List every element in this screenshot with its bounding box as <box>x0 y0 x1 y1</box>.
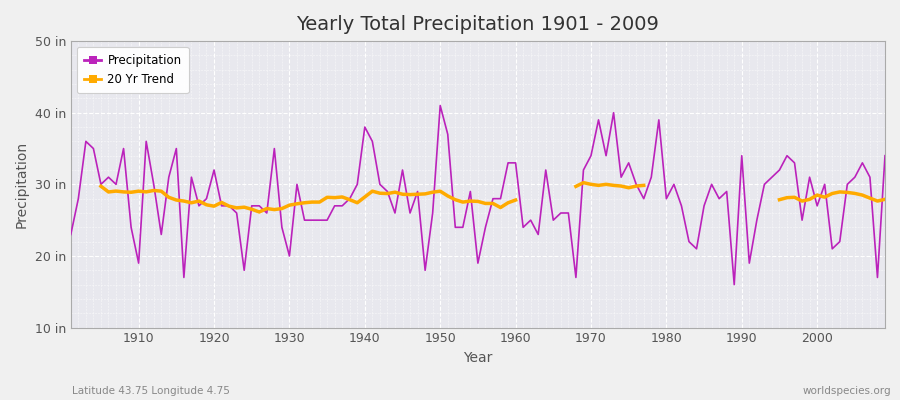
X-axis label: Year: Year <box>464 351 492 365</box>
Title: Yearly Total Precipitation 1901 - 2009: Yearly Total Precipitation 1901 - 2009 <box>296 15 660 34</box>
Legend: Precipitation, 20 Yr Trend: Precipitation, 20 Yr Trend <box>76 47 189 93</box>
Y-axis label: Precipitation: Precipitation <box>15 141 29 228</box>
Text: Latitude 43.75 Longitude 4.75: Latitude 43.75 Longitude 4.75 <box>72 386 230 396</box>
Text: worldspecies.org: worldspecies.org <box>803 386 891 396</box>
